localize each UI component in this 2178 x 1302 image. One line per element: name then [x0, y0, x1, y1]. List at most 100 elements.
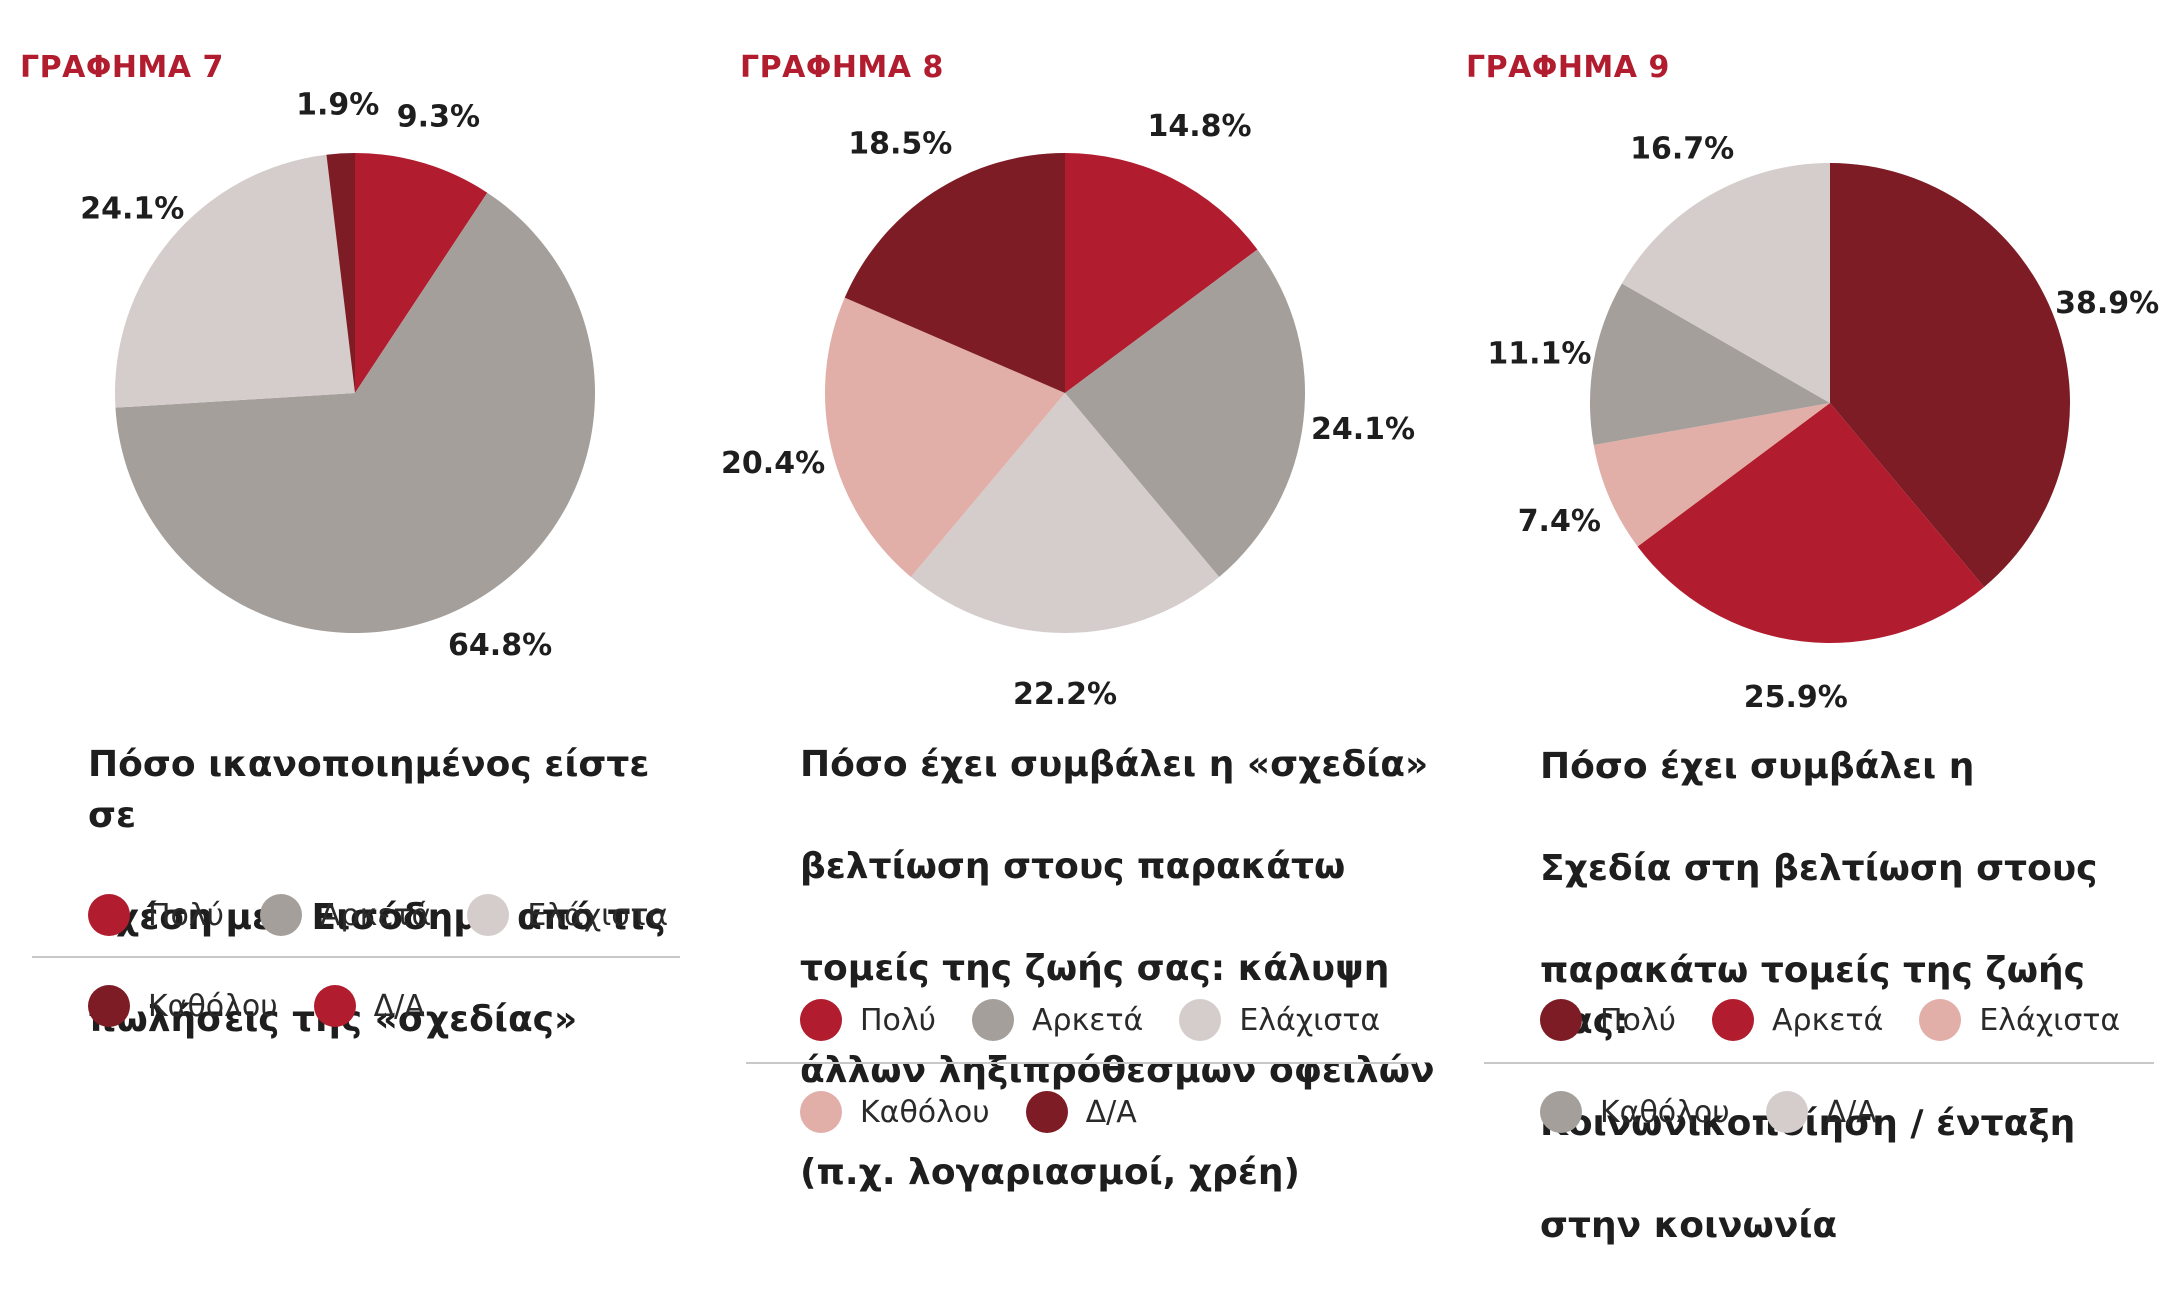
slice-value-label: 18.5%	[848, 126, 952, 161]
legend-label: Δ/Α	[373, 988, 425, 1024]
legend-item: Ελάχιστα	[467, 894, 668, 936]
question-title: Πόσο έχει συμβάλει η «σχεδία» βελτίωση σ…	[800, 688, 1435, 1249]
legend-divider	[1484, 1062, 2154, 1064]
question-line: τομείς της ζωής σας: κάλυψη	[800, 948, 1390, 989]
legend-swatch	[313, 985, 356, 1027]
question-line: Σχεδία στη βελτίωση στους	[1540, 848, 2098, 889]
legend-item: Πολύ	[88, 894, 224, 936]
slice-value-label: 38.9%	[2055, 286, 2159, 321]
legend-swatch	[88, 894, 130, 936]
legend-divider	[746, 1062, 1416, 1064]
legend-label: Καθόλου	[1600, 1094, 1730, 1130]
legend-item: Αρκετά	[260, 894, 431, 936]
legend-item: Ελάχιστα	[1179, 999, 1380, 1041]
slice-value-label: 1.9%	[296, 88, 379, 123]
pie-chart: 38.9% 25.9% 7.4% 11.1% 16.7%	[1487, 132, 2159, 715]
question-line: Πόσο έχει συμβάλει η	[1540, 746, 1975, 787]
legend-item: Καθόλου	[1540, 1091, 1730, 1133]
legend-label: Πολύ	[148, 897, 225, 933]
question-line: πωλήσεις της «σχεδίας»	[88, 999, 578, 1040]
pie-slice	[824, 297, 1065, 577]
slice-value-label: 9.3%	[397, 99, 480, 134]
pie-slice	[1065, 249, 1306, 577]
legend-item: Αρκετά	[972, 999, 1143, 1041]
legend-swatch	[467, 894, 510, 936]
legend-item: Πολύ	[1540, 999, 1676, 1041]
question-line: παρακάτω τομείς της ζωής σας:	[1540, 950, 2085, 1042]
legend-swatch	[260, 894, 303, 936]
chart-panel-7: ΓΡΑΦΗΜΑ 7 9.3% 64.8% 24.1% 1.9% Πόσο ικανοπ…	[0, 0, 700, 1187]
chart-heading: ΓΡΑΦΗΜΑ 9	[1466, 50, 1670, 85]
legend-swatch	[1712, 999, 1755, 1041]
slice-value-label: 24.1%	[80, 191, 184, 226]
legend-row-2: Καθόλου Δ/Α	[88, 976, 461, 1036]
slice-value-label: 22.2%	[1013, 677, 1117, 712]
slice-value-label: 16.7%	[1630, 132, 1734, 167]
legend-swatch	[88, 985, 130, 1027]
legend-swatch	[1540, 1091, 1582, 1133]
chart-heading: ΓΡΑΦΗΜΑ 8	[740, 50, 944, 85]
legend-label: Δ/Α	[1825, 1094, 1877, 1130]
slice-value-label: 14.8%	[1147, 109, 1251, 144]
legend-row-2: Καθόλου Δ/Α	[800, 1082, 1173, 1142]
pie-slice	[844, 153, 1065, 393]
chart-panel-9: ΓΡΑΦΗΜΑ 9 38.9% 25.9% 7.4% 11.1% 16.7% Πόσο …	[1460, 0, 2178, 1246]
pie-slice	[1589, 283, 1830, 446]
legend-divider	[32, 956, 680, 958]
legend-label: Δ/Α	[1085, 1094, 1137, 1130]
legend-label: Πολύ	[1600, 1002, 1677, 1038]
legend-label: Πολύ	[860, 1002, 937, 1038]
legend-label: Καθόλου	[860, 1094, 990, 1130]
legend-label: Ελάχιστα	[1239, 1002, 1381, 1038]
slice-value-label: 25.9%	[1744, 680, 1848, 715]
question-title: Πόσο ικανοποιημένος είστε σε σχέση με : …	[88, 688, 700, 1096]
legend-item: Καθόλου	[88, 985, 278, 1027]
pie-slice	[115, 154, 355, 408]
slice-value-label: 24.1%	[1311, 412, 1415, 447]
pie-slice	[1830, 163, 2071, 587]
pie-slice	[1593, 403, 1830, 547]
slice-value-label: 11.1%	[1487, 336, 1591, 371]
question-line: Κοινωνικοποίηση / ένταξη	[1540, 1103, 2076, 1144]
question-line: (π.χ. λογαριασμοί, χρέη)	[800, 1152, 1300, 1193]
legend-label: Ελάχιστα	[527, 897, 669, 933]
legend-swatch	[1765, 1091, 1808, 1133]
slice-value-label: 20.4%	[721, 446, 825, 481]
legend-row-2: Καθόλου Δ/Α	[1540, 1082, 1913, 1142]
pie-slice	[115, 192, 596, 633]
question-line: στην κοινωνία	[1540, 1205, 1838, 1246]
pie-chart: 9.3% 64.8% 24.1% 1.9%	[80, 88, 596, 663]
legend-item: Πολύ	[800, 999, 936, 1041]
legend-swatch	[972, 999, 1015, 1041]
legend-item: Δ/Α	[313, 985, 425, 1027]
legend-row-1: Πολύ Αρκετά Ελάχιστα	[88, 885, 704, 945]
legend-label: Αρκετά	[1772, 1002, 1884, 1038]
legend-item: Καθόλου	[800, 1091, 990, 1133]
chart-panel-8: ΓΡΑΦΗΜΑ 8 14.8% 24.1% 22.2% 20.4% 18.5% Πόσο…	[720, 0, 1450, 1193]
legend-item: Δ/Α	[1025, 1091, 1137, 1133]
chart-heading: ΓΡΑΦΗΜΑ 7	[20, 50, 224, 85]
pie-chart: 14.8% 24.1% 22.2% 20.4% 18.5%	[721, 109, 1415, 712]
legend-item: Δ/Α	[1765, 1091, 1877, 1133]
legend-row-1: Πολύ Αρκετά Ελάχιστα	[800, 990, 1416, 1050]
question-line: Πόσο ικανοποιημένος είστε σε	[88, 744, 650, 836]
legend-swatch	[1919, 999, 1962, 1041]
legend-swatch	[800, 1091, 842, 1133]
legend-swatch	[1025, 1091, 1068, 1133]
pie-slice	[355, 153, 488, 393]
slice-value-label: 7.4%	[1518, 504, 1601, 539]
slice-value-label: 64.8%	[448, 628, 552, 663]
pie-slice	[1621, 163, 1830, 403]
pie-slice	[910, 393, 1220, 634]
legend-item: Ελάχιστα	[1919, 999, 2120, 1041]
legend-row-1: Πολύ Αρκετά Ελάχιστα	[1540, 990, 2156, 1050]
question-line: βελτίωση στους παρακάτω	[800, 846, 1346, 887]
legend-swatch	[1540, 999, 1582, 1041]
legend-label: Αρκετά	[320, 897, 432, 933]
legend-swatch	[800, 999, 842, 1041]
legend-label: Ελάχιστα	[1979, 1002, 2121, 1038]
legend-label: Καθόλου	[148, 988, 278, 1024]
pie-slice	[1065, 153, 1258, 393]
question-line: Πόσο έχει συμβάλει η «σχεδία»	[800, 744, 1429, 785]
pie-slice	[326, 153, 355, 393]
